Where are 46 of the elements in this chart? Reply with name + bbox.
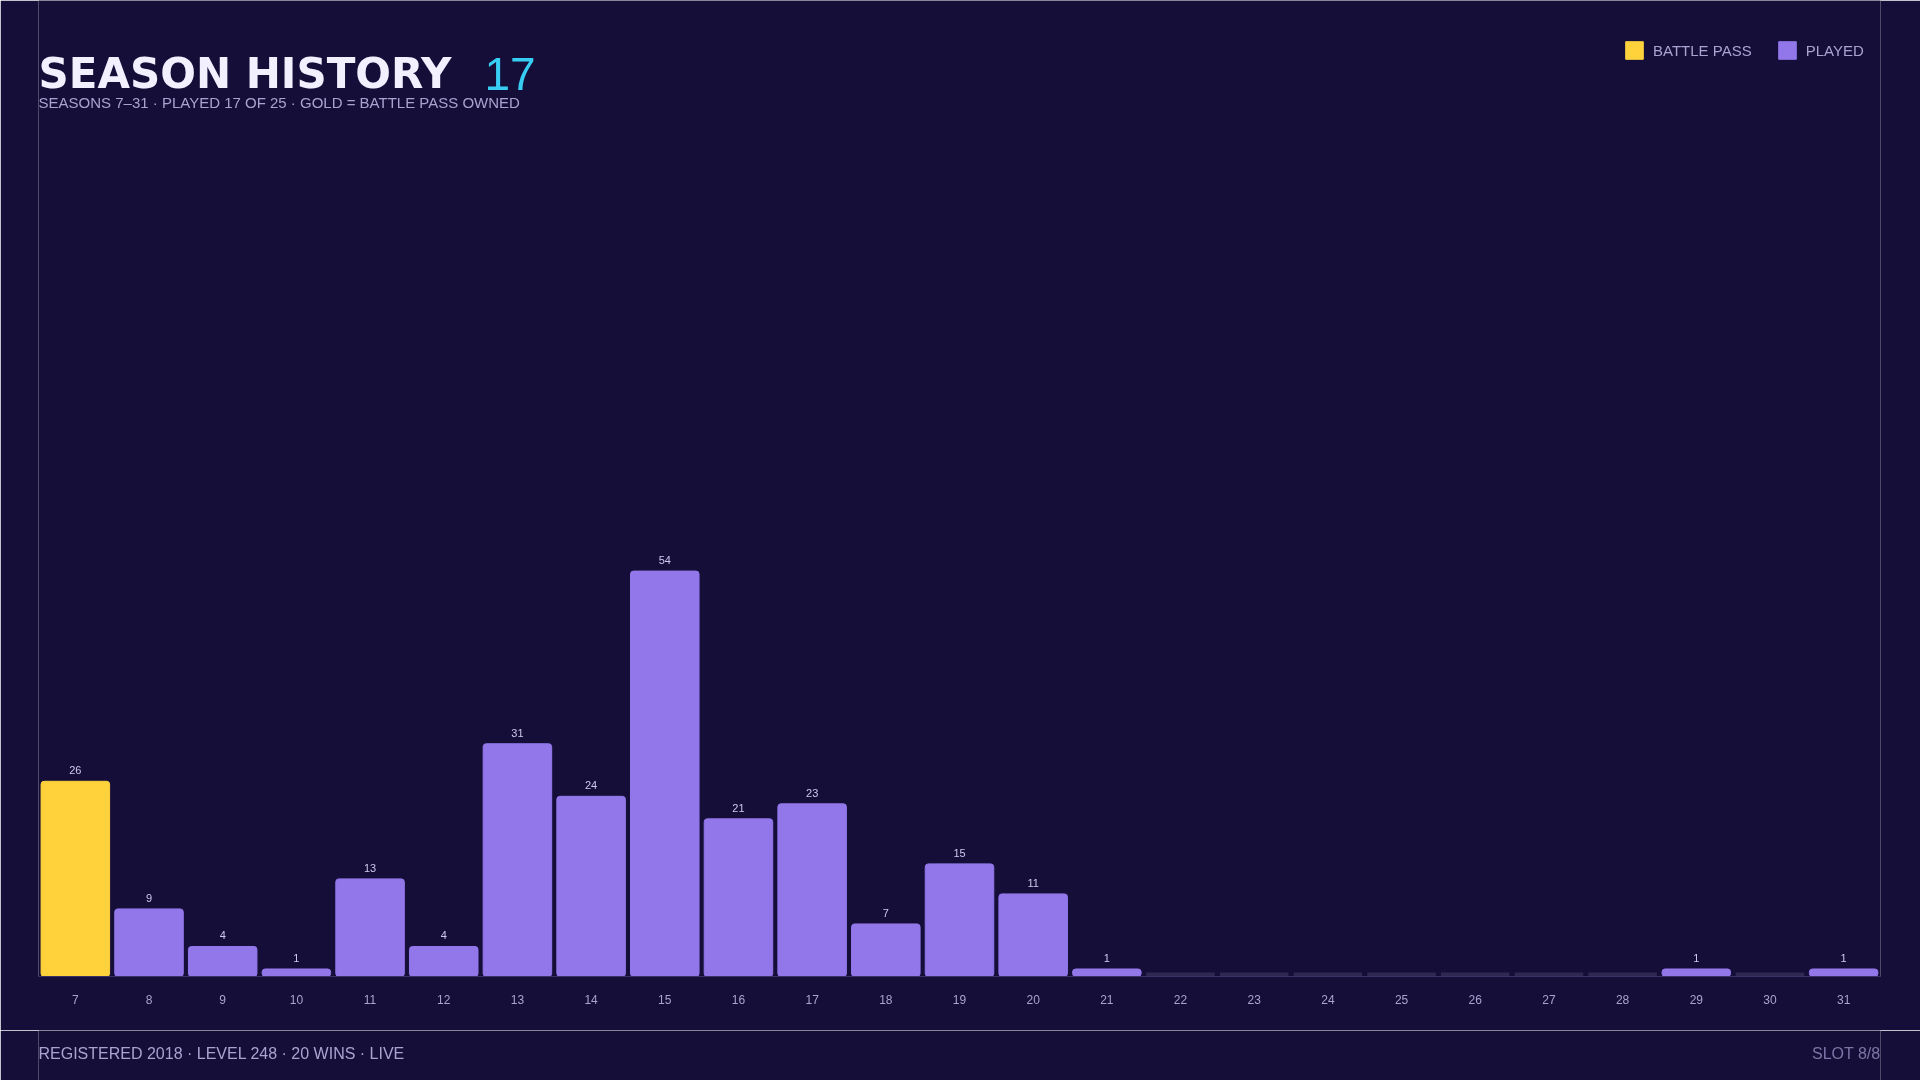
data-label: 23 — [806, 786, 819, 799]
x-tick-label: 11 — [363, 992, 377, 1007]
data-label: 21 — [732, 801, 745, 814]
x-tick-label: 18 — [879, 992, 893, 1007]
x-tick-label: 13 — [510, 992, 525, 1007]
x-tick-label: 7 — [72, 992, 79, 1007]
x-tick-label: 27 — [1542, 992, 1556, 1007]
text: REGISTERED 2018 · LEVEL 248 · 20 WINS · LIVE — [38, 1045, 405, 1062]
x-tick-label: 23 — [1247, 992, 1262, 1007]
x-tick-label: 14 — [584, 992, 599, 1007]
data-label: 11 — [1027, 876, 1039, 889]
x-tick-label: 19 — [952, 992, 967, 1007]
data-label: 24 — [584, 779, 598, 792]
x-tick-label: 25 — [1394, 992, 1409, 1007]
data-label: 1 — [293, 951, 300, 964]
data-label: 1 — [1103, 951, 1110, 964]
x-tick-label: 10 — [289, 992, 304, 1007]
data-label: 4 — [440, 929, 447, 942]
data-label: 26 — [69, 764, 82, 777]
data-label: 9 — [145, 891, 153, 904]
data-label: 15 — [953, 846, 966, 859]
legend-label: BATTLE PASS — [1653, 41, 1752, 59]
data-label: 31 — [511, 726, 524, 739]
data-label: 1 — [1693, 951, 1700, 964]
data-label: 7 — [882, 906, 889, 919]
data-label: 54 — [658, 554, 671, 567]
text: SLOT 8/8 — [1812, 1045, 1881, 1062]
data-label: 1 — [1840, 951, 1847, 964]
x-tick-label: 8 — [145, 992, 153, 1007]
data-label: 4 — [219, 929, 226, 942]
x-tick-label: 30 — [1763, 992, 1777, 1007]
x-tick-label: 26 — [1468, 992, 1483, 1007]
x-tick-label: 20 — [1026, 992, 1041, 1007]
x-tick-label: 15 — [658, 992, 672, 1007]
x-tick-label: 12 — [437, 992, 451, 1007]
x-tick-label: 16 — [731, 992, 746, 1007]
x-tick-label: 9 — [219, 992, 227, 1007]
x-tick-label: 21 — [1100, 992, 1114, 1007]
legend-label: PLAYED — [1805, 41, 1864, 59]
x-tick-label: 24 — [1321, 992, 1335, 1007]
x-tick-label: 31 — [1836, 992, 1851, 1007]
x-tick-label: 17 — [805, 992, 820, 1007]
x-tick-label: 29 — [1689, 992, 1704, 1007]
data-label: 13 — [363, 861, 377, 874]
x-tick-label: 28 — [1615, 992, 1630, 1007]
x-tick-label: 22 — [1173, 992, 1188, 1007]
